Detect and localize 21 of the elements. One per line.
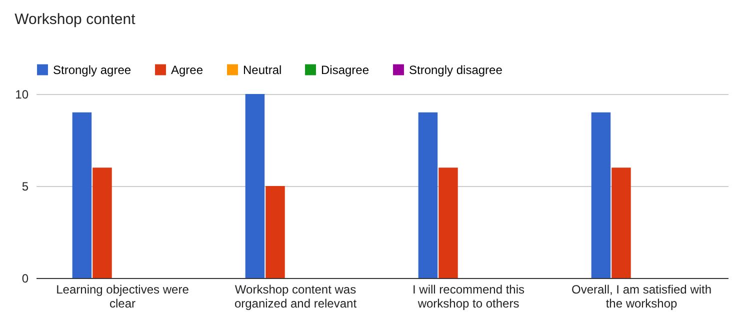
x-tick-label: Learning objectives were clear: [56, 282, 190, 310]
y-tick-label: 5: [22, 180, 29, 194]
legend-label: Disagree: [321, 62, 370, 77]
bar: [438, 168, 458, 278]
bar: [418, 112, 438, 278]
chart-title: Workshop content: [14, 11, 136, 28]
bar: [92, 168, 112, 278]
legend-label: Neutral: [243, 62, 282, 77]
x-tick-label: I will recommend this workshop to others: [412, 282, 525, 310]
legend-label: Strongly disagree: [409, 62, 503, 77]
x-tick-label: Overall, I am satisfied with the workshop: [571, 282, 712, 310]
bar: [245, 94, 265, 278]
bar: [72, 112, 92, 278]
legend-label: Agree: [171, 62, 204, 77]
x-tick-label: Workshop content was organized and relevant: [234, 282, 358, 310]
y-tick-label: 10: [15, 88, 29, 102]
bar: [266, 186, 285, 278]
y-tick-label: 0: [22, 272, 29, 286]
bar: [591, 112, 611, 278]
bar: [612, 168, 631, 278]
legend-label: Strongly agree: [53, 62, 132, 77]
